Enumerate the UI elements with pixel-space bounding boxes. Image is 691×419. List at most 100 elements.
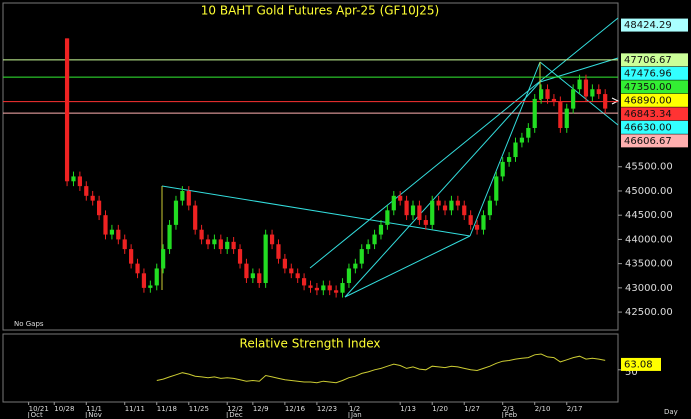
candle-body — [455, 200, 460, 206]
x-tick-label: 11/25 — [189, 405, 209, 413]
level-label: 47706.67 — [624, 55, 672, 66]
candle-body — [141, 273, 147, 288]
x-tick-label: 10/28 — [54, 405, 74, 413]
level-label: 48424.29 — [624, 20, 672, 31]
month-label: Nov — [88, 411, 102, 419]
candle-body — [519, 137, 525, 143]
candle-body — [122, 239, 127, 250]
candle-body — [545, 89, 550, 99]
candle-body — [398, 195, 403, 201]
candle-body — [116, 229, 121, 240]
trend-line — [344, 235, 471, 298]
level-label-box — [621, 134, 688, 148]
candle-body — [468, 215, 473, 225]
level-label: 46606.67 — [624, 136, 672, 147]
month-label: Dec — [229, 411, 243, 419]
trend-line — [344, 81, 541, 298]
candle-body — [301, 278, 307, 286]
candle-body — [558, 101, 563, 128]
rsi-value-label: 63.08 — [624, 359, 653, 370]
candle-body — [603, 94, 608, 109]
candle-body — [494, 176, 499, 201]
candle-body — [436, 200, 441, 206]
level-label: 47476.96 — [624, 68, 672, 79]
candle-body — [161, 249, 166, 269]
price-arrow — [611, 97, 620, 105]
candle-body — [282, 258, 287, 269]
candle-body — [571, 89, 576, 109]
candle-body — [500, 161, 505, 177]
candle-body — [244, 263, 249, 279]
x-tick-label: 1/20 — [432, 405, 448, 413]
x-tick-label: 1/13 — [400, 405, 416, 413]
candle-body — [295, 273, 300, 279]
rsi-value-box — [621, 357, 661, 371]
x-tick-label: 10/21 — [29, 405, 49, 413]
level-label-box — [621, 80, 688, 94]
month-label: Feb — [505, 411, 518, 419]
candle-body — [462, 205, 467, 216]
candle-body — [314, 287, 320, 291]
x-tick-label: 12/23 — [317, 405, 337, 413]
candle-body — [205, 239, 211, 245]
x-tick-label: 12/16 — [285, 405, 306, 413]
candle-body — [513, 142, 518, 158]
level-label-box — [621, 93, 688, 107]
candle-body — [180, 190, 185, 201]
candle-body — [135, 263, 140, 274]
candle-body — [199, 229, 204, 240]
candle-body — [212, 239, 217, 245]
x-tick-label: 11/18 — [157, 405, 177, 413]
candle-body — [532, 98, 537, 128]
candle-body — [449, 200, 454, 211]
candle-body — [154, 268, 159, 286]
candle-body — [391, 195, 396, 211]
candle-body — [353, 263, 358, 269]
candle-body — [64, 38, 70, 182]
candle-body — [372, 234, 377, 245]
candle-body — [250, 273, 255, 279]
candle-body — [237, 249, 243, 264]
x-tick-label: 1/2 — [349, 405, 360, 413]
candle-body — [590, 89, 595, 97]
candle-body — [173, 200, 179, 225]
candle-body — [526, 127, 531, 138]
candle-body — [359, 249, 364, 264]
candle-body — [289, 268, 294, 274]
rsi-tick-label: 50 — [625, 367, 638, 378]
candle-body — [193, 205, 198, 230]
candle-body — [583, 79, 589, 97]
x-tick-label: 2/3 — [503, 405, 514, 413]
candle-body — [218, 239, 223, 250]
candle-body — [129, 249, 134, 264]
candle-body — [334, 290, 339, 293]
candle-body — [96, 200, 102, 216]
candle-body — [77, 176, 82, 187]
x-tick-label: 11/11 — [125, 405, 145, 413]
candle-body — [506, 157, 512, 162]
rsi-line — [156, 353, 606, 384]
candle-body — [340, 283, 345, 293]
candle-body — [423, 220, 428, 225]
candle-body — [378, 224, 384, 235]
trend-line — [539, 57, 619, 83]
level-label-box — [621, 66, 688, 80]
y-tick-label: 44500.00 — [625, 210, 673, 221]
candle-body — [269, 234, 275, 245]
x-tick-label: 2/10 — [535, 405, 551, 413]
candle-body — [321, 285, 326, 291]
candle-body — [366, 244, 371, 250]
candle-body — [404, 200, 409, 216]
rsi-panel — [2, 333, 619, 403]
level-label-box — [621, 120, 688, 134]
x-tick-label: 12/9 — [253, 405, 269, 413]
y-tick-label: 45000.00 — [625, 186, 673, 197]
candle-body — [487, 200, 492, 216]
candle-body — [186, 190, 191, 206]
candle-body — [231, 241, 236, 250]
candle-body — [276, 244, 281, 259]
month-label: Oct — [31, 411, 43, 419]
candle-body — [327, 285, 332, 291]
y-tick-label: 43000.00 — [625, 283, 673, 294]
